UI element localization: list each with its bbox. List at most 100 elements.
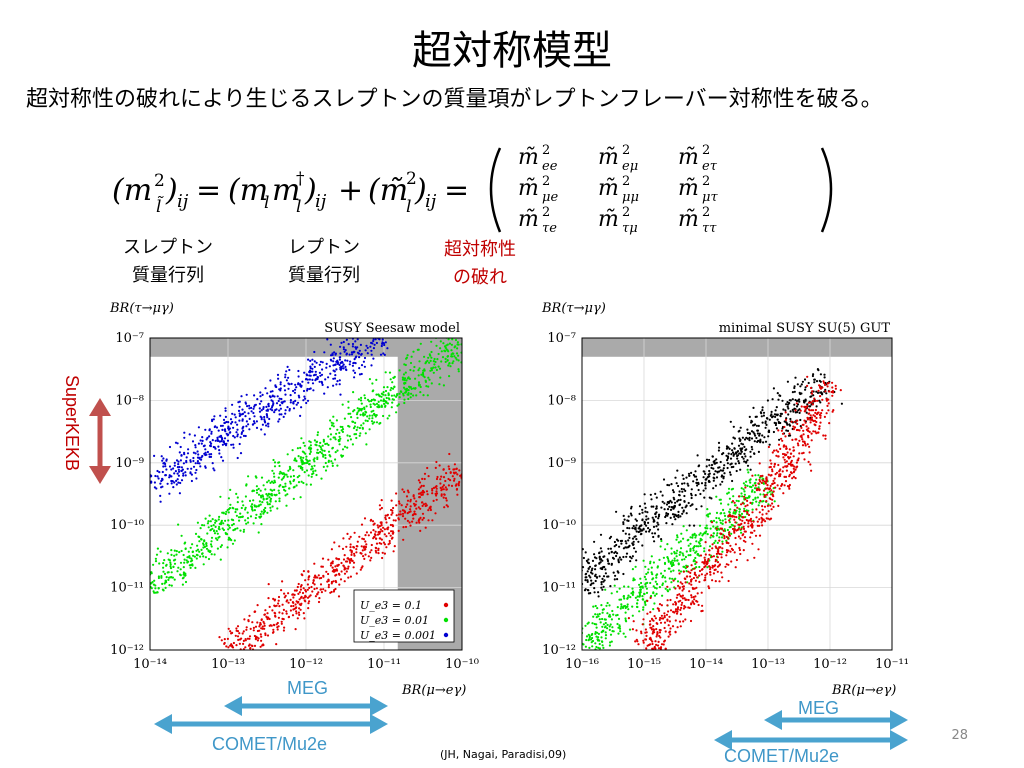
data-point bbox=[391, 381, 394, 384]
data-point bbox=[771, 470, 774, 473]
data-point bbox=[264, 609, 267, 612]
data-point bbox=[335, 557, 338, 560]
data-point bbox=[193, 555, 196, 558]
data-point bbox=[617, 632, 620, 635]
data-point bbox=[715, 458, 718, 461]
data-point bbox=[677, 516, 680, 519]
data-point bbox=[156, 591, 159, 594]
data-point bbox=[265, 409, 268, 412]
data-point bbox=[283, 488, 286, 491]
data-point bbox=[331, 566, 334, 569]
data-point bbox=[662, 556, 665, 559]
data-point bbox=[695, 561, 698, 564]
data-point bbox=[807, 401, 811, 404]
data-point bbox=[282, 415, 285, 418]
data-point bbox=[609, 547, 612, 550]
data-point bbox=[779, 473, 782, 476]
data-point bbox=[401, 512, 405, 515]
data-point bbox=[371, 382, 374, 385]
x-axis-label: BR(μ→eγ) bbox=[831, 683, 896, 696]
data-point bbox=[660, 572, 663, 575]
data-point bbox=[320, 380, 323, 383]
data-point bbox=[435, 494, 438, 497]
data-point bbox=[651, 632, 654, 635]
data-point bbox=[619, 630, 622, 633]
data-point bbox=[740, 531, 743, 534]
data-point bbox=[340, 365, 343, 368]
data-point bbox=[609, 641, 612, 644]
data-point bbox=[266, 481, 269, 484]
data-point bbox=[312, 470, 315, 473]
data-point bbox=[684, 506, 687, 509]
data-point bbox=[794, 398, 797, 402]
data-point bbox=[175, 550, 178, 553]
data-point bbox=[696, 576, 699, 579]
data-point bbox=[392, 506, 395, 510]
data-point bbox=[197, 426, 200, 429]
data-point bbox=[283, 389, 287, 392]
data-point bbox=[674, 518, 677, 521]
data-point bbox=[782, 456, 785, 459]
data-point bbox=[275, 408, 278, 411]
data-point bbox=[440, 488, 444, 491]
data-point bbox=[268, 617, 271, 621]
data-point bbox=[348, 435, 351, 438]
data-point bbox=[169, 567, 173, 570]
data-point bbox=[382, 342, 385, 345]
data-point bbox=[418, 521, 421, 524]
data-point bbox=[617, 539, 620, 542]
data-point bbox=[697, 603, 700, 607]
data-point bbox=[642, 641, 645, 644]
data-point bbox=[292, 389, 295, 393]
data-point bbox=[611, 609, 614, 613]
data-point bbox=[589, 571, 593, 574]
data-point bbox=[261, 644, 264, 647]
data-point bbox=[294, 383, 297, 386]
data-point bbox=[710, 463, 714, 467]
data-point bbox=[263, 624, 266, 627]
data-point bbox=[786, 429, 790, 432]
data-point bbox=[810, 469, 813, 472]
x-tick-label: 10⁻¹³ bbox=[211, 657, 245, 672]
data-point bbox=[295, 606, 298, 609]
data-point bbox=[616, 552, 619, 555]
data-point bbox=[215, 530, 218, 533]
data-point bbox=[455, 352, 459, 355]
data-point bbox=[330, 354, 333, 357]
data-point bbox=[748, 496, 751, 499]
data-point bbox=[443, 506, 446, 509]
data-point bbox=[257, 637, 260, 640]
data-point bbox=[345, 338, 348, 341]
data-point bbox=[726, 528, 729, 532]
data-point bbox=[598, 647, 601, 650]
data-point bbox=[180, 454, 183, 457]
data-point bbox=[184, 580, 188, 584]
data-point bbox=[645, 647, 648, 650]
data-point bbox=[430, 350, 433, 354]
data-point bbox=[665, 503, 669, 506]
data-point bbox=[627, 617, 630, 620]
data-point bbox=[776, 392, 779, 395]
data-point bbox=[688, 524, 691, 527]
data-point bbox=[220, 544, 223, 547]
data-point bbox=[207, 520, 210, 523]
data-point bbox=[678, 503, 682, 506]
data-point bbox=[289, 475, 292, 478]
data-point bbox=[145, 564, 147, 566]
legend-marker bbox=[443, 602, 449, 608]
data-point bbox=[181, 583, 184, 586]
data-point bbox=[650, 628, 653, 631]
data-point bbox=[191, 543, 194, 546]
data-point bbox=[698, 569, 702, 573]
data-point bbox=[796, 442, 799, 445]
data-point bbox=[332, 377, 335, 380]
data-point bbox=[674, 601, 677, 604]
data-point bbox=[771, 468, 774, 471]
data-point bbox=[204, 466, 207, 469]
data-point bbox=[675, 612, 679, 615]
data-point bbox=[259, 489, 262, 492]
data-point bbox=[704, 532, 707, 535]
data-point bbox=[210, 453, 213, 456]
data-point bbox=[241, 418, 244, 421]
data-point bbox=[777, 463, 780, 467]
